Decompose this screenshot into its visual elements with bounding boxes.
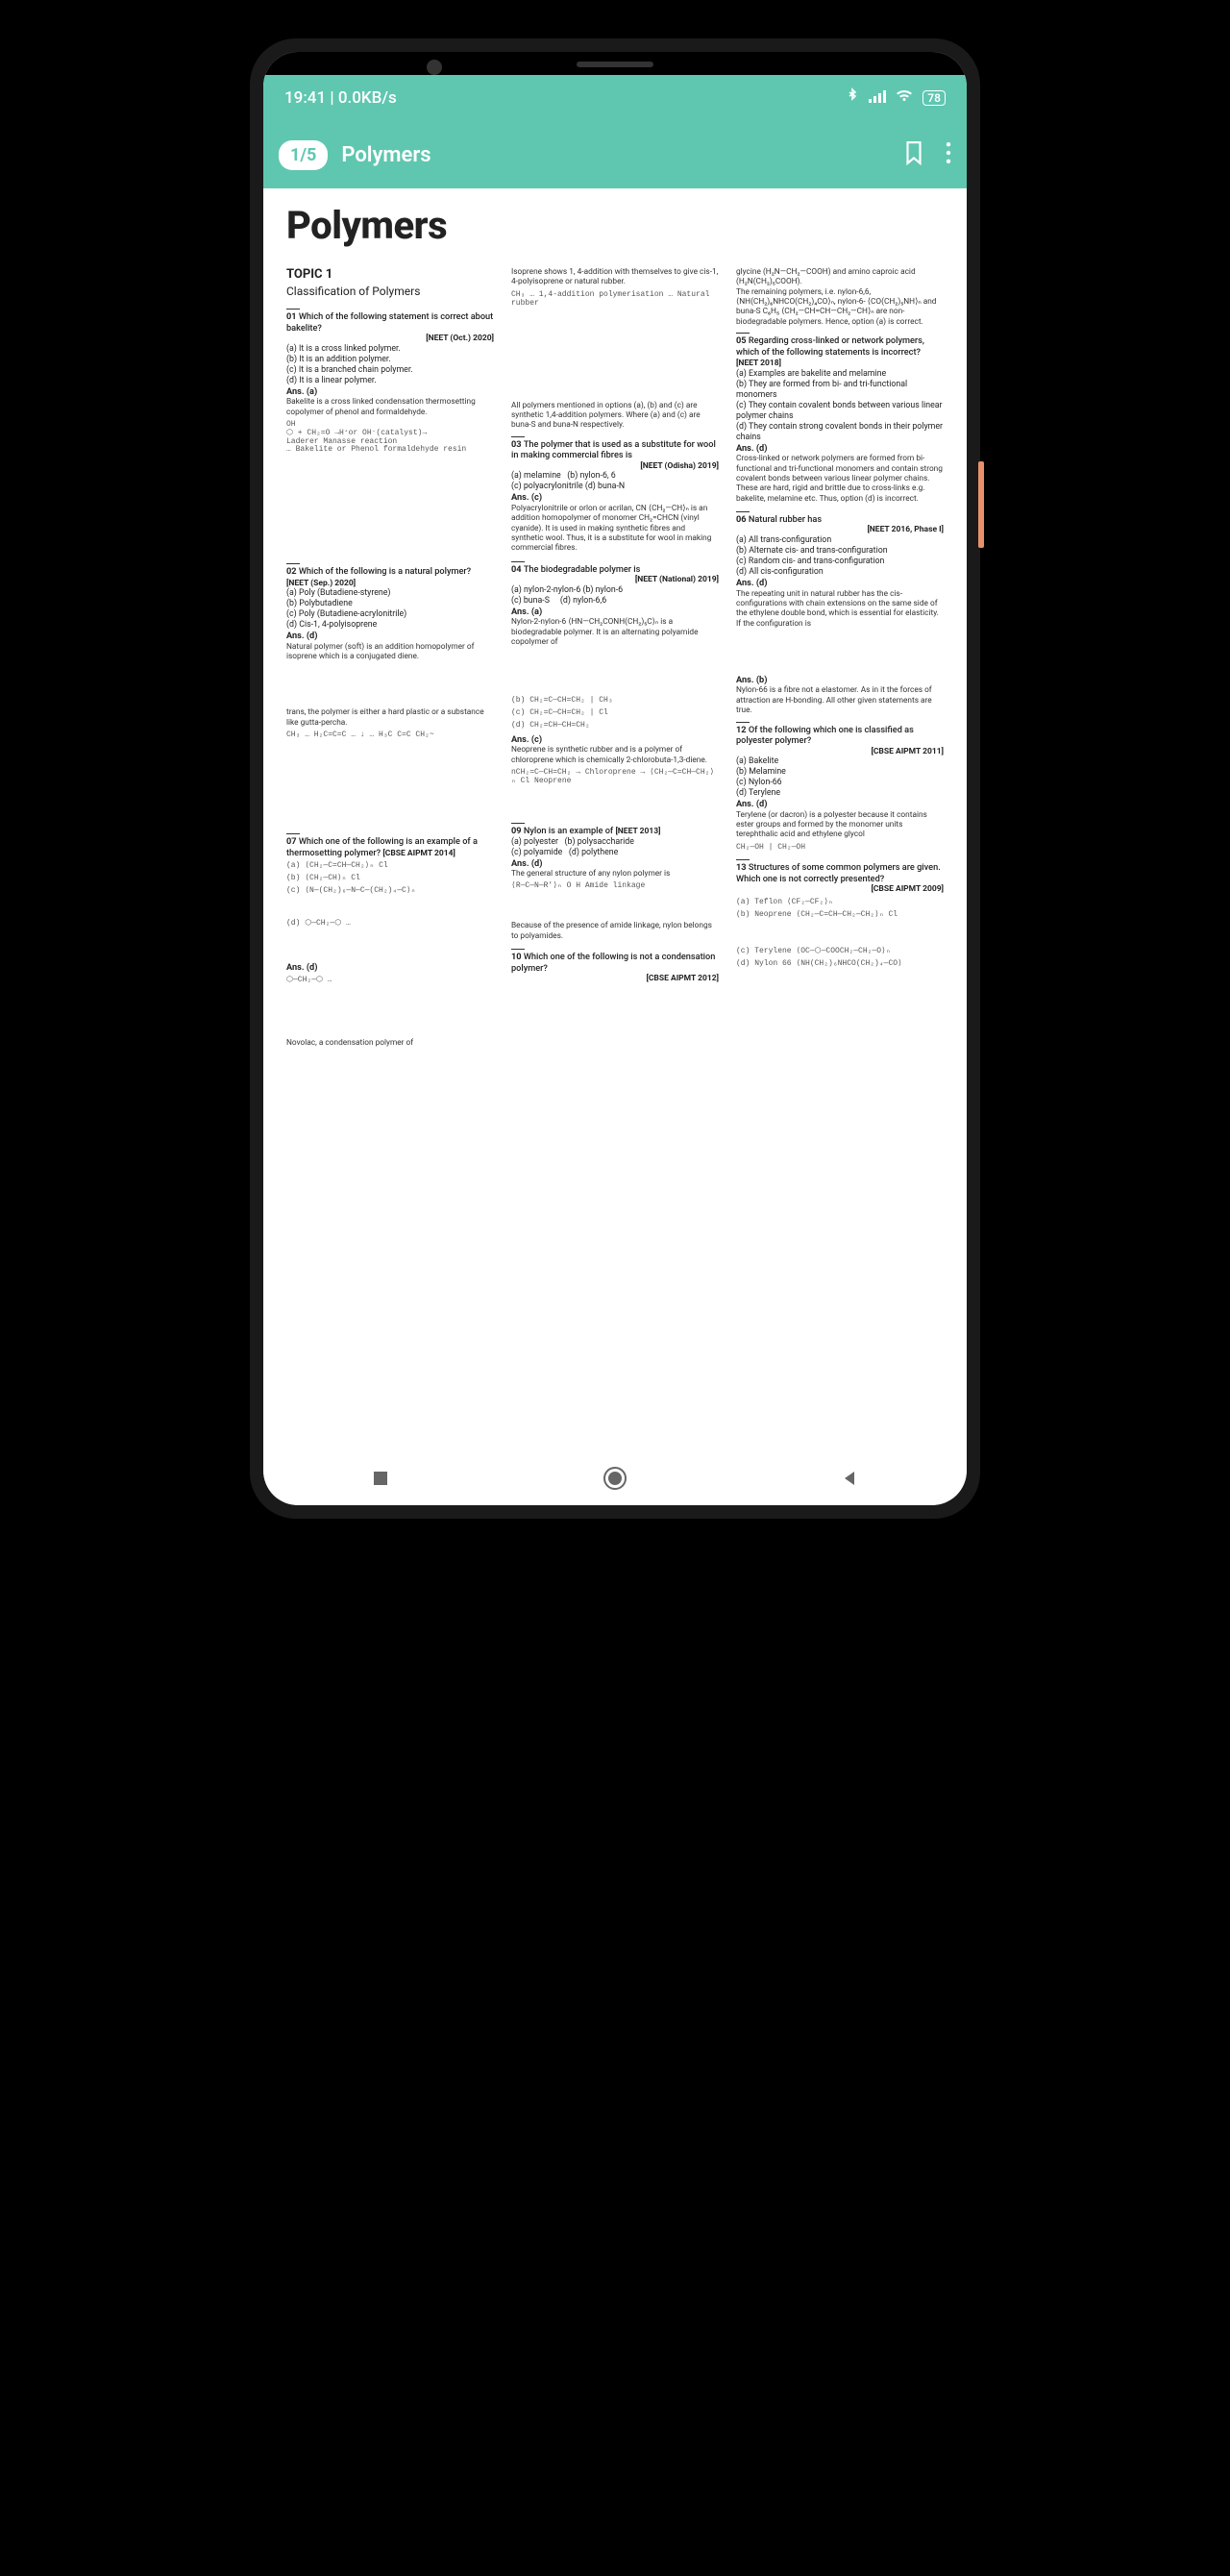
status-icons: 78 <box>846 87 946 110</box>
topic-label: TOPIC 1 <box>286 267 494 283</box>
signal-icon <box>869 88 886 108</box>
bookmark-icon[interactable] <box>903 140 924 169</box>
front-camera <box>427 60 442 75</box>
nav-back-button[interactable] <box>837 1466 862 1491</box>
document-columns: TOPIC 1 Classification of Polymers 01 Wh… <box>286 267 944 1056</box>
question-05: 05 Regarding cross-linked or network pol… <box>736 335 944 504</box>
screen: 19:41 | 0.0KB/s 78 1/5 Polymers <box>263 52 967 1505</box>
power-button <box>978 461 984 548</box>
nav-home-button[interactable] <box>603 1466 627 1491</box>
question-04: 04 The biodegradable polymer is [NEET (N… <box>511 564 719 648</box>
topic-name: Classification of Polymers <box>286 285 494 299</box>
bluetooth-icon <box>846 87 859 110</box>
earpiece <box>577 62 653 67</box>
wifi-icon <box>896 88 913 108</box>
header-actions <box>903 140 951 169</box>
document-content[interactable]: Polymers TOPIC 1 Classification of Polym… <box>263 188 967 1451</box>
question-03: 03 The polymer that is used as a substit… <box>511 439 719 554</box>
column-2: Isoprene shows 1, 4-addition with themse… <box>511 267 719 1056</box>
status-left: 19:41 | 0.0KB/s <box>284 88 397 108</box>
status-speed: 0.0KB/s <box>338 88 397 108</box>
column-3: glycine (H₂N—CH₂—COOH) and amino caproic… <box>736 267 944 1056</box>
app-header: 1/5 Polymers <box>263 121 967 188</box>
notch <box>263 52 967 75</box>
question-12: 12 Of the following which one is classif… <box>736 725 944 853</box>
status-bar: 19:41 | 0.0KB/s 78 <box>263 75 967 121</box>
more-menu-icon[interactable] <box>946 142 951 167</box>
question-13: 13 Structures of some common polymers ar… <box>736 862 944 968</box>
question-10: 10 Which one of the following is not a c… <box>511 952 719 984</box>
nav-recent-button[interactable] <box>368 1466 393 1491</box>
phone-frame: 19:41 | 0.0KB/s 78 1/5 Polymers <box>250 38 980 1519</box>
question-01: 01 Which of the following statement is c… <box>286 311 494 556</box>
question-06: 06 Natural rubber has [NEET 2016, Phase … <box>736 514 944 629</box>
document-title: Polymers <box>286 202 944 250</box>
status-time: 19:41 <box>284 88 326 108</box>
question-02: 02 Which of the following is a natural p… <box>286 566 494 661</box>
question-09: 09 Nylon is an example of [NEET 2013] (a… <box>511 826 719 941</box>
question-07: 07 Which one of the following is an exam… <box>286 836 494 1049</box>
page-title: Polymers <box>341 143 890 167</box>
nav-bar <box>263 1451 967 1505</box>
column-1: TOPIC 1 Classification of Polymers 01 Wh… <box>286 267 494 1056</box>
page-indicator-badge: 1/5 <box>279 140 328 170</box>
battery-icon: 78 <box>922 90 946 106</box>
